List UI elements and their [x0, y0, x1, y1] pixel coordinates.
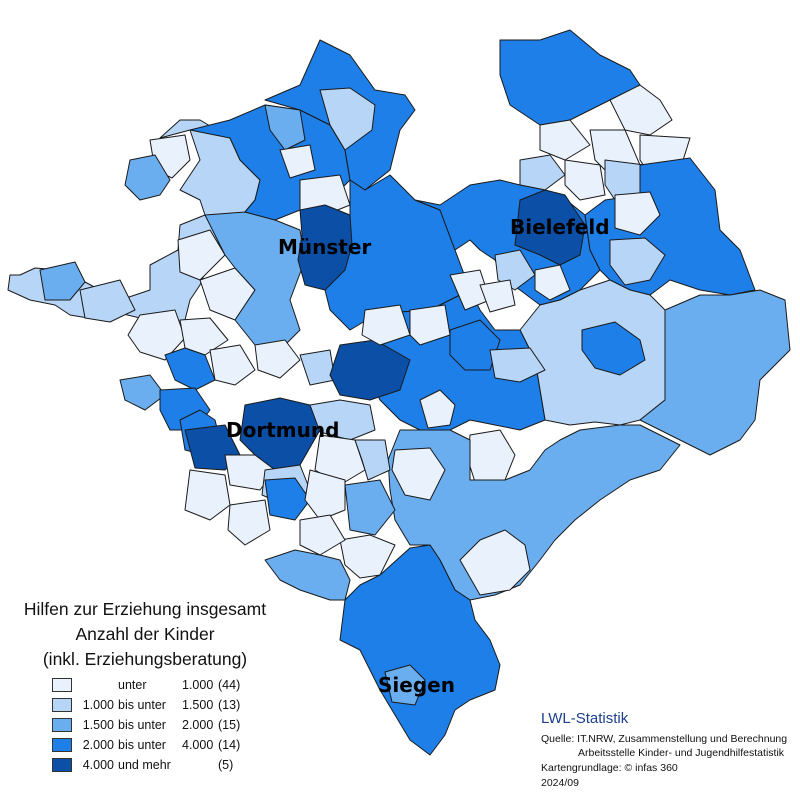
region: [339, 544, 501, 756]
legend-count: (15): [218, 718, 241, 732]
region: [489, 347, 546, 383]
legend-count: (13): [218, 698, 241, 712]
legend-swatch: [52, 698, 72, 712]
region: [344, 479, 396, 536]
region: [309, 399, 376, 441]
legend-to: 1.000: [182, 678, 214, 692]
region: [384, 664, 426, 706]
region: [39, 261, 86, 301]
legend-from: 4.000: [82, 758, 114, 772]
region: [319, 87, 376, 151]
region: [467, 429, 516, 483]
region: [299, 349, 336, 386]
region: [164, 347, 216, 391]
source-line-1: Quelle: IT.NRW, Zusammenstellung und Ber…: [541, 733, 788, 745]
region: [479, 279, 516, 313]
city-label-muenster: Münster: [278, 235, 371, 259]
region: [409, 304, 451, 346]
legend-from: 2.000: [82, 738, 114, 752]
region: [227, 499, 271, 546]
region: [564, 159, 606, 201]
region: [297, 204, 353, 291]
region: [264, 104, 306, 151]
region: [494, 249, 536, 291]
region: [204, 211, 306, 351]
region: [177, 229, 226, 281]
legend-count: (44): [218, 678, 241, 692]
city-label-dortmund: Dortmund: [226, 418, 339, 442]
region: [264, 477, 311, 521]
region: [419, 389, 456, 429]
region: [339, 534, 396, 579]
source-line-2: Arbeitsstelle Kinder- und Jugendhilfesta…: [578, 747, 785, 759]
legend-swatch: [52, 678, 72, 692]
legend-count: (5): [218, 758, 234, 772]
region: [299, 514, 346, 556]
legend-operator: bis unter: [118, 738, 166, 752]
city-label-bielefeld: Bielefeld: [510, 215, 610, 239]
region: [314, 434, 366, 486]
date-label: 2024/09: [541, 777, 579, 789]
legend-swatch: [52, 738, 72, 752]
legend-operator: und mehr: [118, 758, 171, 772]
legend-operator: unter: [118, 678, 147, 692]
region: [209, 344, 256, 386]
legend-from: 1.500: [82, 718, 114, 732]
region: [279, 144, 316, 179]
legend-from: 1.000: [82, 698, 114, 712]
region: [254, 339, 301, 379]
region: [459, 529, 531, 596]
region: [361, 304, 411, 346]
region: [119, 374, 166, 411]
region: [264, 549, 351, 601]
brand-label: LWL-Statistik: [541, 710, 629, 727]
region: [519, 154, 566, 191]
region: [581, 321, 646, 376]
region: [449, 319, 501, 371]
region: [354, 439, 391, 481]
region: [391, 447, 446, 501]
legend-to: 1.500: [182, 698, 214, 712]
region: [609, 237, 666, 286]
region: [304, 469, 346, 521]
legend-title-line-1: Hilfen zur Erziehung insgesamt: [23, 599, 267, 619]
map-regions: [7, 29, 791, 756]
legend-to: 4.000: [182, 738, 214, 752]
legend-swatch: [52, 718, 72, 732]
region: [639, 289, 791, 456]
city-labels: Münster Bielefeld Dortmund Siegen: [226, 215, 610, 697]
legend-count: (14): [218, 738, 241, 752]
city-label-siegen: Siegen: [378, 673, 455, 697]
region: [179, 317, 229, 356]
region: [124, 154, 171, 201]
legend-title-line-3: (inkl. Erziehungsberatung): [42, 649, 248, 669]
region: [184, 469, 231, 521]
region: [127, 309, 186, 361]
legend-swatch: [52, 758, 72, 772]
legend-title-line-2: Anzahl der Kinder: [75, 624, 215, 644]
legend-to: 2.000: [182, 718, 214, 732]
region: [539, 119, 591, 161]
legend-operator: bis unter: [118, 698, 166, 712]
region: [614, 191, 661, 236]
region: [534, 264, 571, 301]
region: [79, 279, 136, 323]
basemap-credit: Kartengrundlage: © infas 360: [541, 762, 678, 774]
region: [514, 189, 586, 266]
legend-operator: bis unter: [118, 718, 166, 732]
